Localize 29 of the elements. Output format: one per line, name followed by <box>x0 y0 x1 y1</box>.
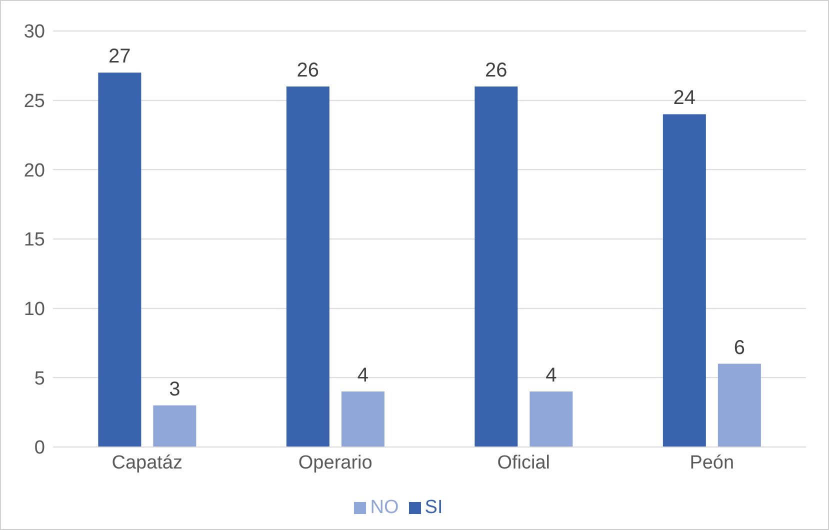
data-label: 27 <box>108 46 131 68</box>
data-label: 4 <box>546 364 557 387</box>
bar <box>286 86 330 447</box>
y-tick-label: 20 <box>24 160 45 182</box>
y-tick-label: 5 <box>34 368 45 390</box>
bar <box>718 364 761 447</box>
y-tick-label: 0 <box>34 438 45 459</box>
bar <box>474 86 518 447</box>
y-tick-label: 25 <box>24 91 45 112</box>
y-tick-label: 10 <box>24 299 45 320</box>
bar <box>662 114 706 447</box>
legend-label: SI <box>424 497 443 518</box>
bar <box>98 72 142 447</box>
data-label: 6 <box>734 336 745 359</box>
data-label: 3 <box>169 378 180 400</box>
bar <box>530 392 573 447</box>
data-label: 26 <box>296 59 320 82</box>
x-tick-label: Capatáz <box>112 452 183 474</box>
x-tick-label: Peón <box>690 452 734 474</box>
bar <box>153 405 196 447</box>
x-tick-label: Oficial <box>497 452 550 474</box>
x-tick-label: Operario <box>298 452 372 474</box>
bar <box>341 392 384 447</box>
y-tick-label: 30 <box>24 22 45 43</box>
data-label: 24 <box>673 87 696 110</box>
data-label: 4 <box>357 364 368 387</box>
data-label: 26 <box>485 59 508 82</box>
y-tick-label: 15 <box>24 230 45 251</box>
legend-label: NO <box>370 497 399 518</box>
